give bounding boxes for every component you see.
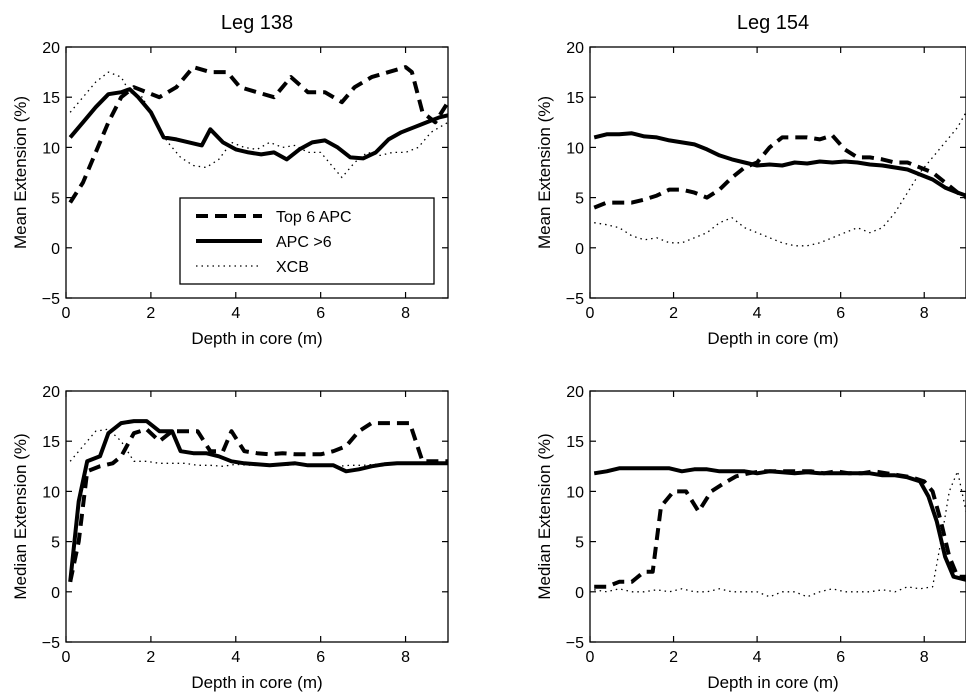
y-tick-label: −5 [566, 635, 584, 652]
y-tick-label: 20 [42, 384, 60, 401]
series-line-dotted [594, 111, 966, 247]
y-axis-label: Median Extension (%) [11, 433, 30, 599]
series-group [68, 65, 448, 204]
axes-frame [65, 46, 449, 299]
x-tick-label: 2 [669, 649, 678, 666]
y-tick-label: 20 [566, 40, 584, 57]
y-tick-label: 10 [42, 140, 60, 157]
series-group [68, 419, 448, 583]
y-tick-label: −5 [42, 291, 60, 308]
x-tick-label: 8 [920, 305, 929, 322]
x-tick-label: 8 [920, 649, 929, 666]
axes-frame [589, 390, 966, 643]
x-tick-label: 2 [669, 305, 678, 322]
x-tick-label: 4 [753, 649, 762, 666]
series-line-dotted [69, 428, 448, 467]
y-tick-label: 0 [51, 241, 60, 258]
axes-frame [589, 46, 966, 299]
x-tick-label: 0 [586, 649, 595, 666]
x-tick-label: 0 [62, 649, 71, 666]
x-axis-label: Depth in core (m) [707, 673, 838, 692]
y-tick-label: 20 [42, 40, 60, 57]
legend-label: Top 6 APC [276, 209, 352, 226]
y-axis-label: Mean Extension (%) [535, 96, 554, 249]
series-line-dashed [593, 133, 966, 210]
y-tick-label: −5 [42, 635, 60, 652]
y-tick-label: 5 [51, 535, 60, 552]
x-tick-label: 2 [146, 649, 155, 666]
legend: Top 6 APC APC >6 XCB [179, 197, 435, 285]
x-tick-label: 4 [231, 649, 240, 666]
legend-label: APC >6 [276, 234, 332, 251]
x-tick-label: 6 [316, 305, 325, 322]
y-tick-label: 20 [566, 384, 584, 401]
y-tick-label: 0 [51, 585, 60, 602]
series-line-dashed [68, 65, 448, 204]
x-tick-label: 8 [401, 305, 410, 322]
legend-label: XCB [276, 259, 309, 276]
x-tick-label: 0 [586, 305, 595, 322]
y-tick-label: 10 [566, 140, 584, 157]
y-axis-label: Median Extension (%) [535, 433, 554, 599]
x-tick-label: 6 [836, 305, 845, 322]
series-line-solid [593, 131, 966, 198]
y-tick-label: 15 [566, 90, 584, 107]
y-tick-label: 5 [51, 191, 60, 208]
x-tick-label: 2 [146, 305, 155, 322]
x-axis-label: Depth in core (m) [191, 329, 322, 348]
series-line-solid [593, 466, 966, 582]
y-tick-label: 15 [42, 434, 60, 451]
x-axis-label: Depth in core (m) [191, 673, 322, 692]
y-tick-label: 5 [575, 191, 584, 208]
axes-frame [65, 390, 449, 643]
y-tick-label: 15 [566, 434, 584, 451]
y-axis-label: Mean Extension (%) [11, 96, 30, 249]
y-tick-label: 10 [566, 484, 584, 501]
series-line-solid [68, 419, 448, 583]
x-axis-label: Depth in core (m) [707, 329, 838, 348]
series-group [593, 111, 966, 247]
y-tick-label: 5 [575, 535, 584, 552]
x-tick-label: 6 [316, 649, 325, 666]
x-tick-label: 0 [62, 305, 71, 322]
panel-title: Leg 138 [221, 12, 293, 34]
x-tick-label: 8 [401, 649, 410, 666]
x-tick-label: 6 [836, 649, 845, 666]
y-tick-label: 15 [42, 90, 60, 107]
y-tick-label: 10 [42, 484, 60, 501]
panel-title: Leg 154 [737, 12, 809, 34]
y-tick-label: 0 [575, 585, 584, 602]
series-line-dashed [68, 421, 448, 583]
y-tick-label: −5 [566, 291, 584, 308]
series-line-dashed [594, 469, 966, 589]
x-tick-label: 4 [231, 305, 240, 322]
x-tick-label: 4 [753, 305, 762, 322]
series-group [593, 466, 966, 598]
y-tick-label: 0 [575, 241, 584, 258]
series-line-dotted [594, 470, 966, 598]
series-line-solid [68, 87, 448, 162]
series-line-dotted [69, 71, 448, 179]
